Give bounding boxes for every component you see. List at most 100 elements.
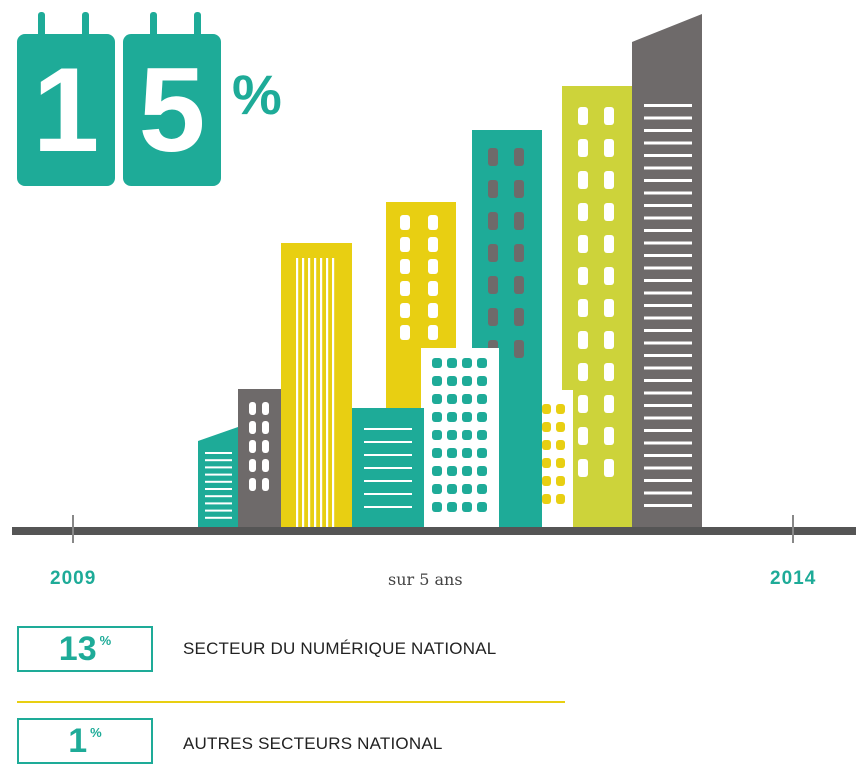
window	[477, 466, 487, 476]
baseline	[12, 527, 856, 535]
window-stripe	[644, 441, 692, 445]
window	[400, 281, 410, 296]
window-stripe	[644, 104, 692, 107]
headline-percent-sign: %	[232, 63, 282, 126]
window	[542, 440, 551, 450]
window	[249, 459, 256, 472]
window	[432, 484, 442, 494]
window-stripe	[644, 341, 692, 345]
stat-unit: %	[90, 725, 102, 740]
window-stripe	[314, 258, 317, 530]
window	[447, 448, 457, 458]
window	[488, 276, 498, 294]
window	[462, 430, 472, 440]
window-stripe	[364, 441, 412, 443]
calendar-ring	[194, 12, 201, 40]
window-stripe	[644, 204, 692, 207]
window	[400, 215, 410, 230]
window	[604, 395, 614, 413]
window-stripe	[644, 116, 692, 120]
window	[604, 299, 614, 317]
window	[249, 421, 256, 434]
window	[249, 440, 256, 453]
window-stripe	[364, 480, 412, 482]
window	[578, 363, 588, 381]
window	[428, 281, 438, 296]
window-stripe	[364, 493, 412, 495]
stat-value: 13	[58, 630, 97, 668]
window	[604, 459, 614, 477]
window-stripe	[205, 466, 232, 469]
window	[400, 259, 410, 274]
window	[428, 325, 438, 340]
window-stripe	[205, 509, 232, 512]
window	[249, 478, 256, 491]
window	[447, 412, 457, 422]
window-stripe	[644, 379, 692, 382]
window	[428, 259, 438, 274]
window	[462, 412, 472, 422]
window-stripe	[644, 166, 692, 170]
window-stripe	[326, 258, 329, 530]
window-stripe	[644, 154, 692, 157]
window-stripe	[644, 329, 692, 332]
stat-value: 1	[68, 722, 88, 760]
window	[488, 244, 498, 262]
window	[428, 237, 438, 252]
window	[488, 212, 498, 230]
headline-digit-1: 1	[17, 34, 115, 186]
window	[542, 494, 551, 504]
window-stripe	[332, 258, 335, 530]
stat-divider	[17, 701, 565, 703]
window-stripe	[308, 258, 311, 530]
calendar-ring	[150, 12, 157, 40]
window	[477, 376, 487, 386]
building-white	[421, 348, 499, 530]
window	[514, 180, 524, 198]
window-stripe	[644, 291, 692, 295]
window	[447, 430, 457, 440]
window	[447, 394, 457, 404]
building-gray-small	[238, 389, 281, 530]
window	[488, 308, 498, 326]
window-stripe	[302, 258, 305, 530]
window-stripe	[644, 266, 692, 270]
window	[604, 427, 614, 445]
window	[578, 459, 588, 477]
window-stripe	[644, 429, 692, 432]
window	[604, 267, 614, 285]
window-stripe	[644, 504, 692, 507]
window	[432, 430, 442, 440]
window-stripe	[644, 129, 692, 132]
window-stripe	[205, 452, 232, 454]
window	[556, 494, 565, 504]
window-stripe	[644, 454, 692, 457]
window	[447, 484, 457, 494]
window-stripe	[296, 258, 299, 530]
window-stripe	[205, 516, 232, 519]
building-teal-small	[198, 427, 238, 530]
window	[462, 484, 472, 494]
window-stripe	[644, 141, 692, 145]
window	[578, 299, 588, 317]
window	[262, 440, 269, 453]
window	[477, 358, 487, 368]
window	[462, 466, 472, 476]
window	[514, 308, 524, 326]
window	[514, 276, 524, 294]
window-stripe	[644, 304, 692, 307]
window	[447, 376, 457, 386]
window	[477, 484, 487, 494]
window	[428, 303, 438, 318]
window	[542, 476, 551, 486]
window	[514, 148, 524, 166]
window-stripe	[205, 502, 232, 505]
window-stripe	[644, 466, 692, 470]
window	[556, 440, 565, 450]
tick-end	[792, 515, 794, 543]
stat-unit: %	[99, 633, 112, 648]
period-label: sur 5 ans	[388, 570, 463, 589]
window	[462, 448, 472, 458]
window-stripe	[205, 488, 232, 490]
window	[262, 421, 269, 434]
